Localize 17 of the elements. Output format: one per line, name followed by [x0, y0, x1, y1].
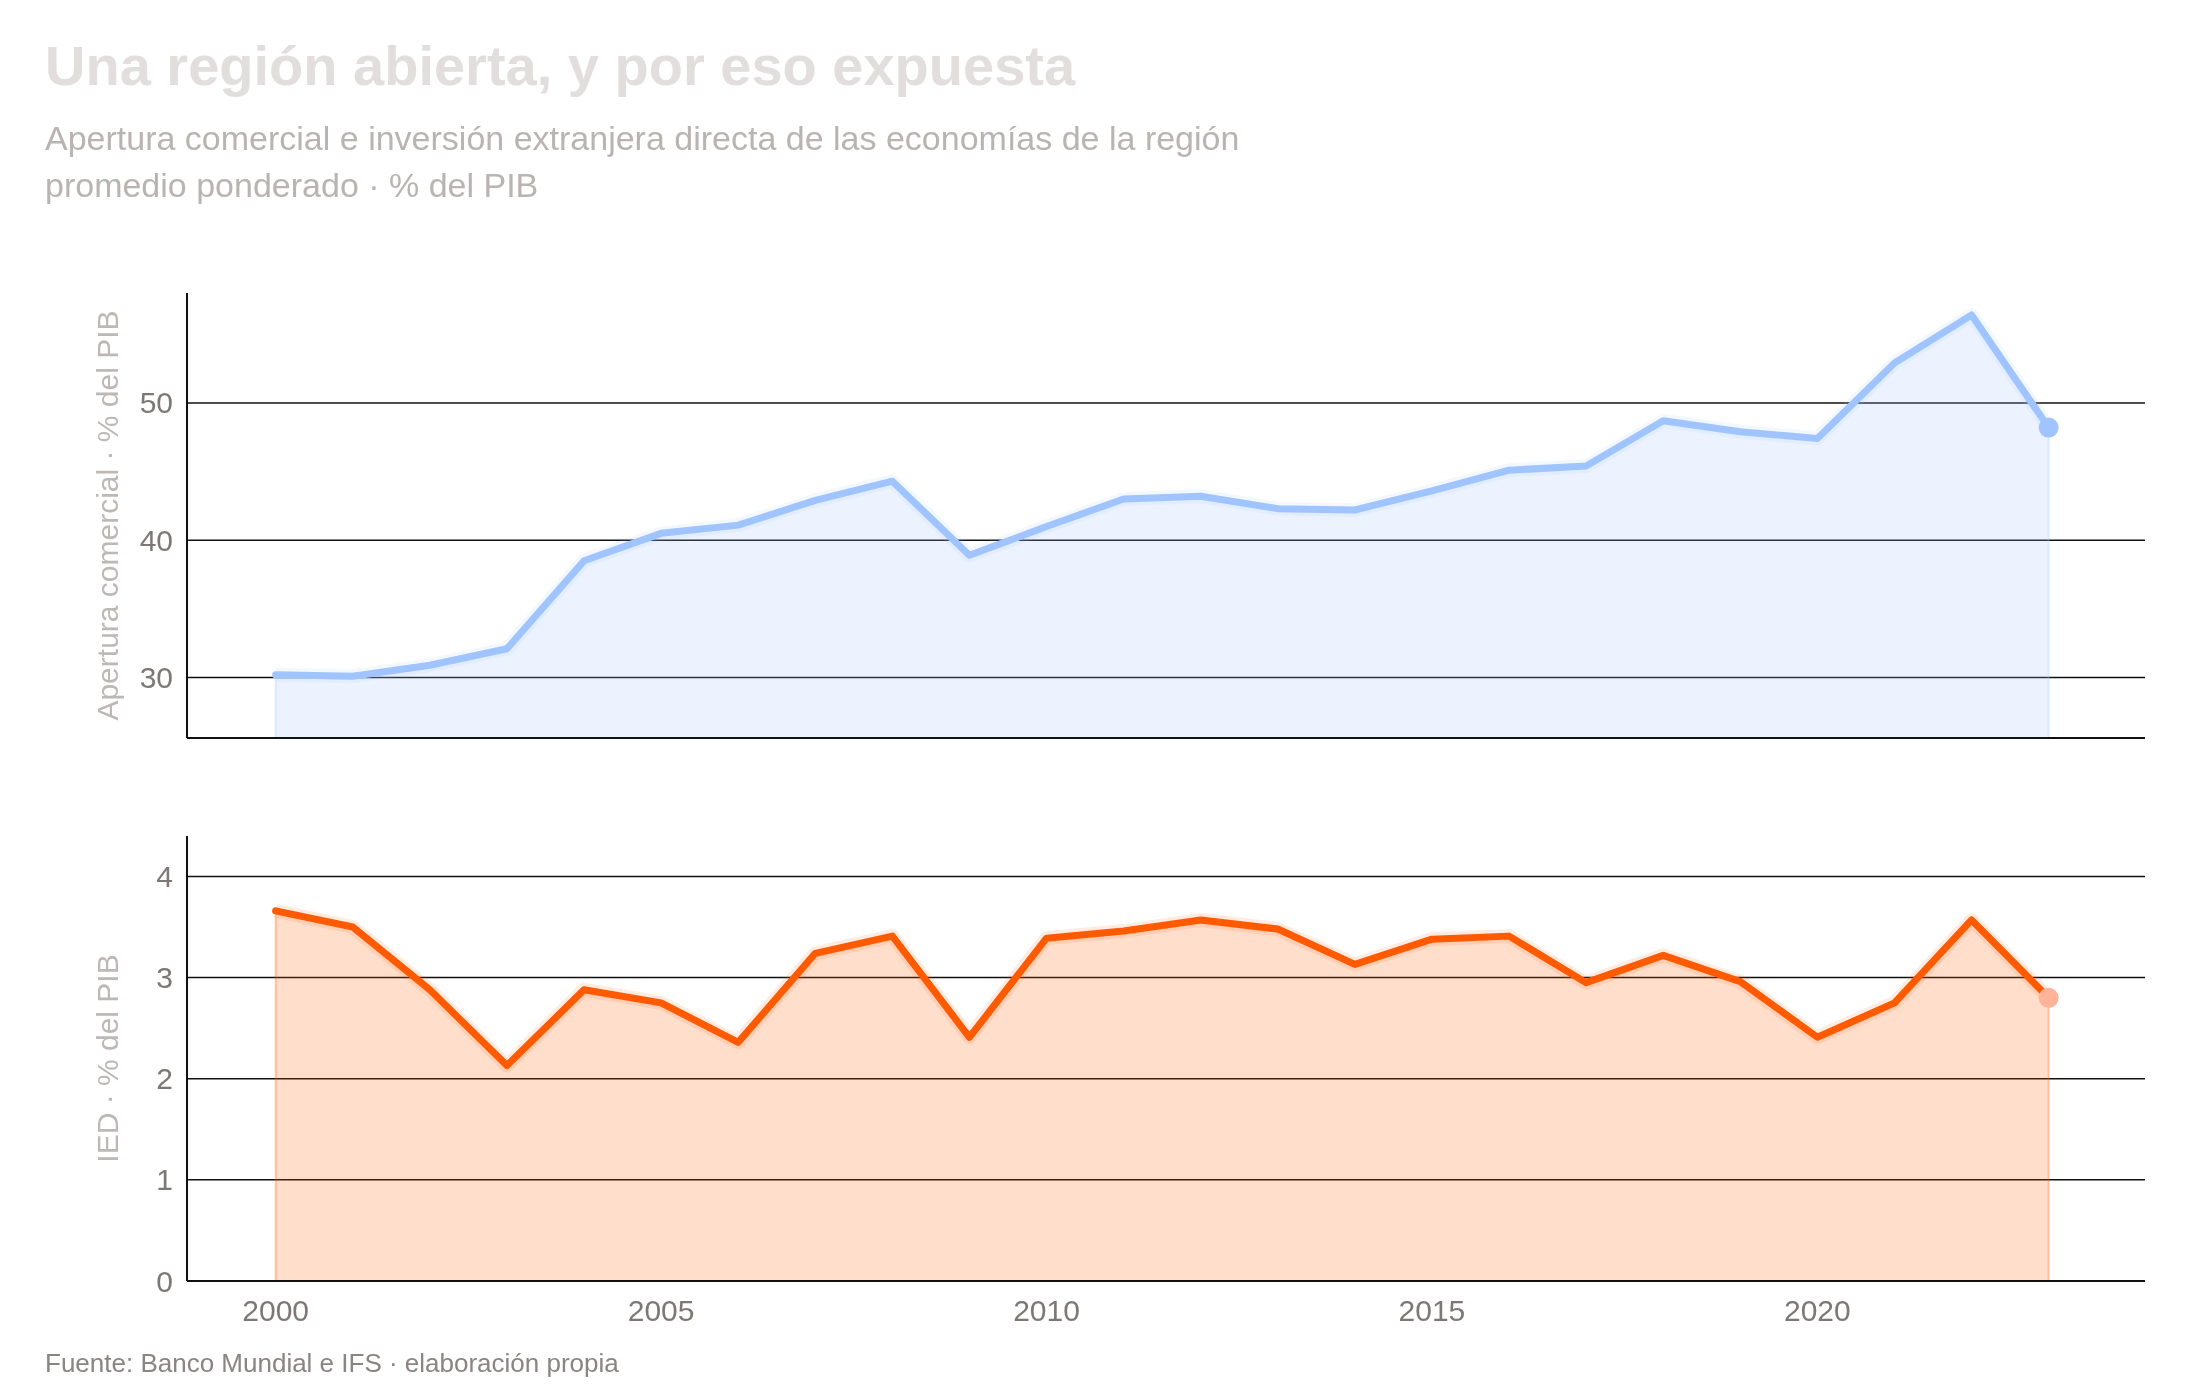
y-tick-label: 2 [156, 1062, 173, 1096]
x-tick-label: 2010 [1013, 1294, 1080, 1327]
y-tick-label: 1 [156, 1163, 173, 1197]
y-tick-label: 0 [156, 1264, 173, 1298]
x-tick-label: 2005 [627, 1294, 695, 1327]
y-axis-title: IED · % del PIB [91, 954, 124, 1163]
y-tick-label: 3 [156, 961, 173, 995]
y-tick-label: 50 [139, 386, 173, 420]
chart-subtitle: Apertura comercial e inversión extranjera directa de las economías de la región promedio ponderado · % del PIB [45, 119, 1240, 204]
source-note: Fuente: Banco Mundial e IFS · elaboración propia [45, 1348, 620, 1378]
x-tick-label: 2020 [1784, 1294, 1851, 1327]
y-tick-label: 40 [139, 523, 173, 557]
y-axis-title: Apertura comercial · % del PIB [91, 310, 124, 721]
y-tick-label: 30 [139, 661, 173, 695]
y-tick-label: 4 [156, 859, 173, 893]
x-tick-label: 2000 [242, 1294, 310, 1327]
x-tick-label: 2015 [1398, 1294, 1466, 1327]
